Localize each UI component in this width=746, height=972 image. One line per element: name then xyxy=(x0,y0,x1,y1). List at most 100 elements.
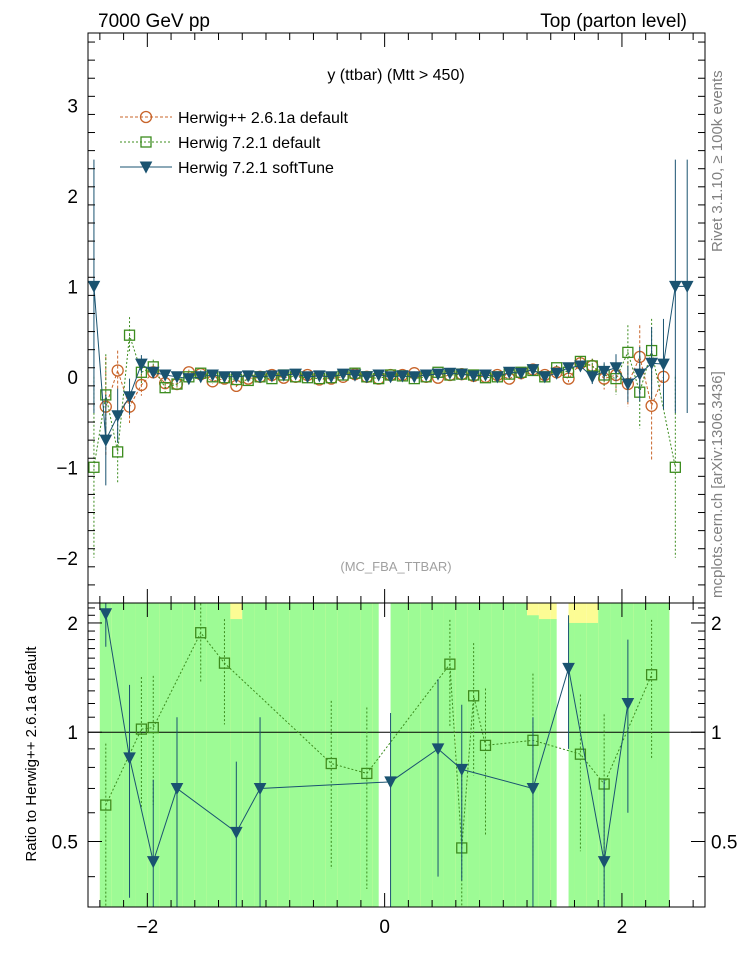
data-point-triangle-down xyxy=(218,371,231,384)
data-point-triangle-down xyxy=(526,782,540,796)
data-point-triangle-down xyxy=(562,662,575,675)
ratio-plot-frame xyxy=(87,602,706,908)
data-point-triangle-down xyxy=(526,364,540,377)
data-point-triangle-down xyxy=(597,856,611,869)
band-green xyxy=(360,603,373,907)
data-point-triangle-down xyxy=(301,371,314,384)
data-point-triangle-down xyxy=(324,371,338,384)
band-green xyxy=(420,603,433,907)
band-green xyxy=(337,603,350,907)
data-point-triangle-down xyxy=(253,371,267,384)
data-point-triangle-down xyxy=(170,371,184,384)
data-point-triangle-down xyxy=(597,365,611,378)
data-point-square xyxy=(112,446,124,458)
main-plot-panel: −2 −1 0 1 2 3 y (ttbar) (Mtt > 450) (MC_FBA_T… xyxy=(56,32,706,604)
ratio-plot-panel: 0.5 0.5 1 1 2 2 −2 0 2 Ratio to Herwig++ 2.6.1a … xyxy=(23,602,737,938)
data-point-triangle-down xyxy=(562,362,575,375)
band-green xyxy=(147,603,160,907)
band-green xyxy=(182,603,195,907)
data-point-square xyxy=(574,748,587,760)
y-tick-label: −2 xyxy=(56,549,78,570)
data-point-triangle-down xyxy=(491,371,504,384)
band-green xyxy=(610,603,622,907)
data-point-triangle-down xyxy=(206,369,219,382)
data-point-circle xyxy=(645,399,658,412)
band-green xyxy=(99,603,112,907)
data-point-triangle-down xyxy=(348,369,362,382)
band-green xyxy=(111,603,124,907)
data-point-triangle-down xyxy=(146,856,160,869)
data-point-triangle-down xyxy=(265,370,279,383)
band-green xyxy=(515,603,528,907)
data-point-triangle-down xyxy=(407,371,421,384)
data-point-triangle-down xyxy=(123,391,136,404)
data-point-triangle-down xyxy=(277,369,291,382)
series-line-triangle-down xyxy=(93,285,688,443)
data-point-triangle-down xyxy=(680,280,694,293)
band-green xyxy=(242,603,255,907)
band-green xyxy=(265,603,278,907)
data-point-triangle-down xyxy=(360,371,374,384)
band-green xyxy=(586,622,599,907)
x-tick-label: 2 xyxy=(617,917,628,938)
data-point-triangle-down xyxy=(443,367,457,380)
data-point-triangle-down xyxy=(99,608,113,621)
ratio-y-tick-label: 0.5 xyxy=(52,832,78,853)
side-label-rivet: Rivet 3.1.10, ≥ 100k events xyxy=(709,70,726,252)
data-point-triangle-down xyxy=(313,370,326,383)
ratio-y-tick-label-right: 0.5 xyxy=(711,832,737,853)
data-point-square xyxy=(100,799,112,811)
data-point-triangle-down xyxy=(182,373,196,386)
band-green xyxy=(349,603,361,907)
legend-label: Herwig 7.2.1 default xyxy=(178,135,321,152)
legend-label: Herwig++ 2.6.1a default xyxy=(178,110,348,127)
legend-marker-circle xyxy=(139,110,153,124)
data-point-triangle-down xyxy=(253,782,267,796)
legend-marker-square xyxy=(140,136,152,148)
data-point-square xyxy=(88,461,100,473)
data-point-square xyxy=(444,658,456,670)
ratio-y-tick-label: 2 xyxy=(67,614,78,635)
data-point-triangle-down xyxy=(146,366,160,379)
data-point-triangle-down xyxy=(431,743,445,756)
data-point-triangle-down xyxy=(645,357,658,370)
data-point-square xyxy=(325,757,337,770)
data-point-triangle-down xyxy=(123,752,136,765)
band-green xyxy=(491,603,504,907)
data-point-square xyxy=(159,382,171,394)
band-green xyxy=(645,603,658,907)
main-plot-title: y (ttbar) (Mtt > 450) xyxy=(327,67,464,84)
data-point-square xyxy=(135,723,148,735)
band-green xyxy=(159,603,172,907)
data-point-triangle-down xyxy=(135,358,148,371)
data-point-square xyxy=(147,721,159,734)
band-green xyxy=(633,603,646,907)
ratio-y-tick-label-right: 2 xyxy=(711,614,722,635)
data-point-square xyxy=(361,767,373,780)
legend: Herwig++ 2.6.1a default Herwig 7.2.1 defa… xyxy=(120,110,348,177)
watermark-label: (MC_FBA_TTBAR) xyxy=(340,559,451,574)
band-green xyxy=(372,603,385,907)
band-green xyxy=(396,603,409,907)
ratio-y-tick-label: 1 xyxy=(67,723,78,744)
y-tick-label: 3 xyxy=(67,96,78,117)
band-green xyxy=(443,603,456,907)
data-point-triangle-down xyxy=(372,369,386,382)
x-tick-label: 0 xyxy=(379,917,390,938)
band-green xyxy=(194,603,207,907)
side-label-mcplots: mcplots.cern.ch [arXiv:1306.3436] xyxy=(709,371,726,598)
ratio-y-tick-label-right: 1 xyxy=(711,723,722,744)
data-point-square xyxy=(123,329,136,341)
band-green xyxy=(325,603,338,907)
data-point-square xyxy=(645,669,658,681)
series-line-square xyxy=(93,335,676,468)
band-green xyxy=(503,603,516,907)
band-green xyxy=(218,603,231,907)
data-point-triangle-down xyxy=(396,370,409,383)
header-right: Top (parton level) xyxy=(540,11,687,32)
data-point-triangle-down xyxy=(111,410,124,423)
data-point-triangle-down xyxy=(241,370,255,383)
data-point-triangle-down xyxy=(621,697,635,711)
data-point-triangle-down xyxy=(87,280,101,293)
legend-marker-triangle-down xyxy=(139,161,153,174)
